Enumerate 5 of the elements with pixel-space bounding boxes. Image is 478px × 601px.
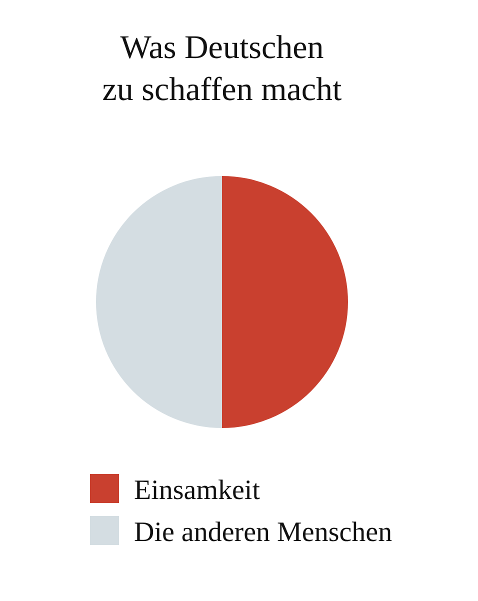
legend-label: Einsamkeit [134, 475, 260, 506]
pie-slice [222, 176, 348, 428]
legend-label: Die anderen Menschen [134, 517, 392, 548]
pie-slice [96, 176, 222, 428]
chart-title: Was Deutschen zu schaffen macht [102, 30, 342, 108]
